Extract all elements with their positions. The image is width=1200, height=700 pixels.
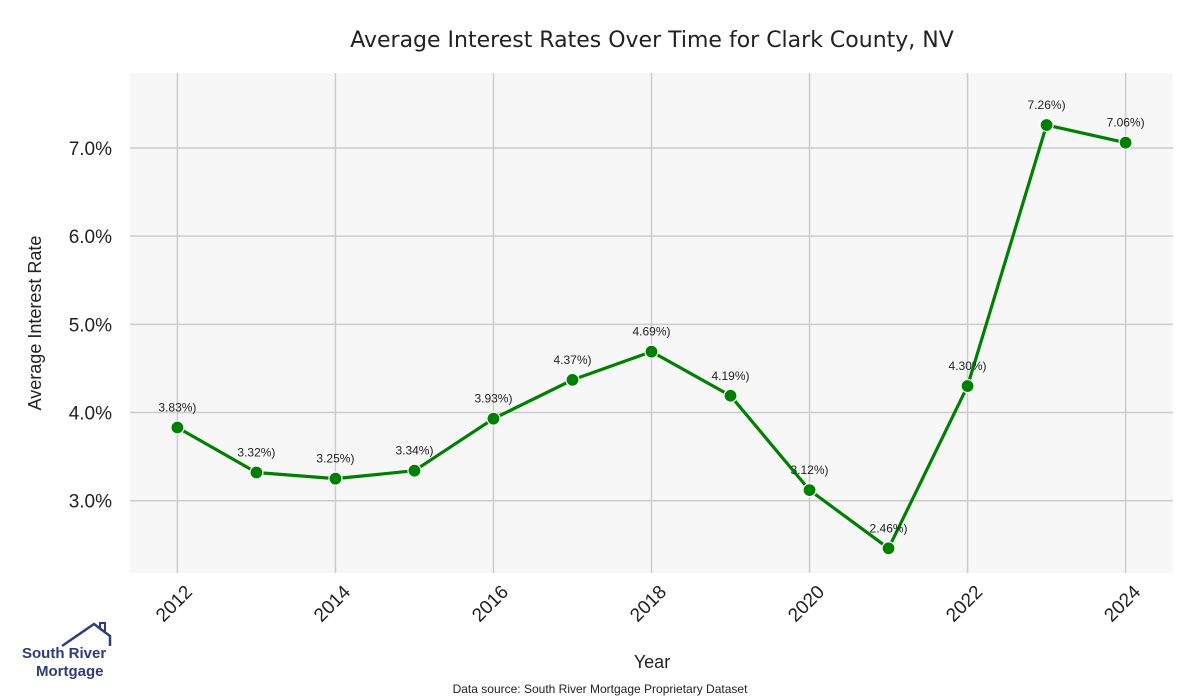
x-tick-label: 2014: [310, 581, 355, 626]
data-source-note: Data source: South River Mortgage Propri…: [453, 682, 748, 696]
data-label: 3.34%): [395, 444, 433, 458]
data-label: 3.12%): [791, 463, 829, 477]
chimney-icon: [99, 622, 106, 633]
south-river-mortgage-logo: South River Mortgage: [22, 622, 112, 680]
x-axis-label: Year: [634, 652, 670, 672]
chart-title: Average Interest Rates Over Time for Cla…: [350, 28, 954, 53]
data-point: [170, 420, 185, 435]
x-tick-label: 2020: [784, 582, 829, 627]
data-label: 3.93%): [474, 392, 512, 406]
x-axis-ticks: 2012 2014 2016 2018 2020 2022 2024: [152, 581, 1145, 626]
data-point: [486, 411, 501, 426]
data-point: [802, 483, 817, 498]
data-label: 7.06%): [1107, 116, 1145, 130]
data-label: 4.30%): [949, 359, 987, 373]
x-tick-label: 2018: [626, 582, 671, 627]
data-label: 3.32%): [237, 445, 275, 459]
data-point: [644, 344, 659, 359]
data-point: [328, 471, 343, 486]
y-axis-label: Average Interest Rate: [25, 236, 45, 411]
x-tick-label: 2012: [152, 582, 197, 627]
x-tick-label: 2024: [1100, 581, 1145, 626]
y-tick-label: 5.0%: [69, 315, 112, 336]
logo-text-line2: Mortgage: [36, 663, 104, 680]
y-tick-label: 4.0%: [69, 404, 112, 425]
data-point: [960, 378, 975, 394]
data-point: [407, 463, 422, 478]
data-label: 4.37%): [553, 353, 591, 367]
y-tick-label: 3.0%: [69, 492, 112, 513]
data-label: 3.25%): [316, 452, 354, 466]
data-point: [1118, 135, 1133, 150]
data-label: 4.69%): [632, 325, 670, 339]
data-point: [249, 465, 264, 480]
data-point: [1039, 117, 1054, 133]
y-axis-ticks: 3.0% 4.0% 5.0% 6.0% 7.0%: [69, 139, 112, 513]
x-tick-label: 2016: [468, 582, 513, 627]
data-label: 3.83%): [158, 400, 196, 414]
data-labels: 3.83%) 3.32%) 3.25%) 3.34%) 3.93%) 4.37%) 4.69…: [158, 98, 1144, 535]
logo-text-line1: South River: [22, 645, 106, 662]
data-point: [723, 388, 738, 403]
data-point: [881, 541, 896, 556]
data-point: [565, 372, 580, 387]
x-tick-label: 2022: [942, 582, 987, 627]
y-tick-label: 6.0%: [69, 227, 112, 248]
data-label: 2.46%): [870, 521, 908, 535]
y-tick-label: 7.0%: [69, 139, 112, 160]
house-roof-icon: [61, 622, 112, 648]
data-label: 7.26%): [1028, 98, 1066, 112]
data-label: 4.19%): [711, 369, 749, 383]
series-layer: [170, 117, 1133, 556]
